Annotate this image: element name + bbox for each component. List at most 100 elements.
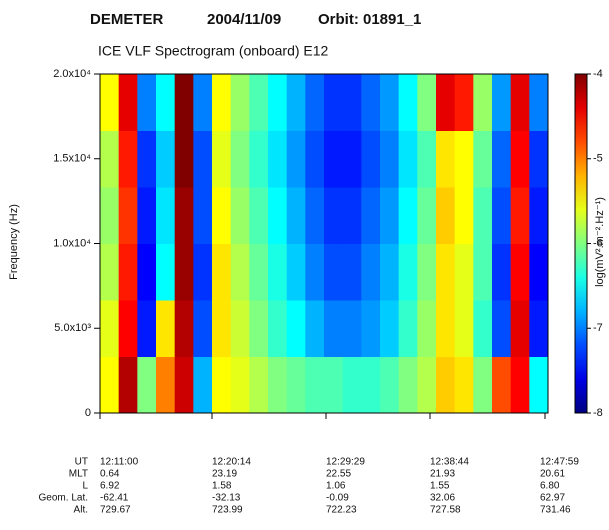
y-tick-label: 1.5x10⁴ xyxy=(53,153,91,165)
heatmap-cell xyxy=(417,130,437,188)
heatmap-cell xyxy=(100,243,120,301)
row-label: Alt. xyxy=(74,505,88,516)
heatmap-cell xyxy=(156,187,176,244)
cell: -0.09 xyxy=(326,493,349,504)
heatmap-cell xyxy=(492,300,512,357)
heatmap-cell xyxy=(230,300,250,357)
heatmap-cell xyxy=(193,356,213,414)
heatmap-cell xyxy=(324,74,344,131)
heatmap-cell xyxy=(510,243,530,301)
heatmap-cell xyxy=(305,300,325,357)
heatmap-cell xyxy=(417,243,437,301)
row-label: L xyxy=(82,481,88,492)
heatmap-cell xyxy=(212,300,232,357)
colorbar-tick-label: -4 xyxy=(593,68,603,80)
heatmap-cell xyxy=(398,356,418,414)
cell: 0.64 xyxy=(100,469,120,480)
cell: 12:47:59 xyxy=(540,457,579,468)
cell: 6.92 xyxy=(100,481,120,492)
heatmap-cell xyxy=(417,300,437,357)
heatmap-cell xyxy=(324,356,344,414)
heatmap-cell xyxy=(100,130,120,188)
heatmap-cell xyxy=(324,130,344,188)
heatmap-cell xyxy=(100,300,120,357)
heatmap-cell xyxy=(473,356,493,414)
heatmap-cell xyxy=(249,187,269,244)
heatmap-cell xyxy=(380,74,400,131)
row-label: MLT xyxy=(69,469,88,480)
cell: 12:29:29 xyxy=(326,457,365,468)
x-ticks xyxy=(99,413,546,419)
cell: 722.23 xyxy=(326,505,357,516)
heatmap-cell xyxy=(156,74,176,131)
heatmap-cell xyxy=(492,356,512,414)
heatmap-cell xyxy=(342,300,362,357)
heatmap-cell xyxy=(361,243,381,301)
heatmap-cell xyxy=(380,356,400,414)
heatmap-cell xyxy=(342,74,362,131)
heatmap-cell xyxy=(529,300,549,357)
cell: 723.99 xyxy=(212,505,243,516)
heatmap-cell xyxy=(398,187,418,244)
heatmap-cell xyxy=(436,356,456,414)
cell: 23.19 xyxy=(212,469,237,480)
heatmap-cell xyxy=(417,356,437,414)
heatmap-cell xyxy=(473,243,493,301)
heatmap-cell xyxy=(529,130,549,188)
heatmap-cell xyxy=(212,356,232,414)
heatmap-cell xyxy=(305,243,325,301)
heatmap-cell xyxy=(156,130,176,188)
heatmap-cell xyxy=(230,356,250,414)
heatmap-cell xyxy=(417,74,437,131)
heatmap-cell xyxy=(529,243,549,301)
heatmap-cell xyxy=(454,300,474,357)
cell: 731.46 xyxy=(540,505,571,516)
heatmap-cell xyxy=(249,130,269,188)
orbit: Orbit: 01891_1 xyxy=(318,11,421,28)
colorbar-tick-label: -6 xyxy=(593,237,603,249)
heatmap-cell xyxy=(156,356,176,414)
cell: 12:38:44 xyxy=(430,457,469,468)
heatmap-cell xyxy=(398,243,418,301)
heatmap-cell xyxy=(305,356,325,414)
heatmap-cell xyxy=(436,243,456,301)
cell: 20.61 xyxy=(540,469,565,480)
heatmap-cell xyxy=(510,300,530,357)
heatmap-cell xyxy=(324,243,344,301)
heatmap-cell xyxy=(436,74,456,131)
heatmap-cell xyxy=(417,187,437,244)
heatmap-cell xyxy=(380,243,400,301)
heatmap-cell xyxy=(137,130,157,188)
heatmap-cell xyxy=(118,187,138,244)
heatmap-cell xyxy=(473,187,493,244)
heatmap-cell xyxy=(249,300,269,357)
heatmap-cell xyxy=(249,74,269,131)
heatmap-cell xyxy=(137,300,157,357)
y-tick-label: 0 xyxy=(85,407,91,419)
heatmap-cell xyxy=(174,356,194,414)
heatmap-cell xyxy=(361,187,381,244)
heatmap-cell xyxy=(342,243,362,301)
cell: 12:20:14 xyxy=(212,457,251,468)
colorbar-tick-label: -7 xyxy=(593,322,603,334)
heatmap-cell xyxy=(510,74,530,131)
heatmap-cell xyxy=(473,130,493,188)
heatmap-cell xyxy=(268,356,288,414)
y-tick-label: 2.0x10⁴ xyxy=(53,68,91,80)
cell: 62.97 xyxy=(540,493,565,504)
heatmap-cell xyxy=(380,187,400,244)
heatmap-cell xyxy=(436,300,456,357)
heatmap-cell xyxy=(286,356,306,414)
heatmap-cell xyxy=(174,300,194,357)
heatmap-cell xyxy=(193,187,213,244)
heatmap-cell xyxy=(510,187,530,244)
heatmap-cell xyxy=(342,130,362,188)
heatmap-cell xyxy=(212,130,232,188)
cell: -32.13 xyxy=(212,493,241,504)
heatmap-cell xyxy=(174,130,194,188)
heatmap-cell xyxy=(492,74,512,131)
heatmap-cell xyxy=(193,300,213,357)
date: 2004/11/09 xyxy=(207,11,281,28)
heatmap-cell xyxy=(118,74,138,131)
heatmap-cell xyxy=(436,130,456,188)
